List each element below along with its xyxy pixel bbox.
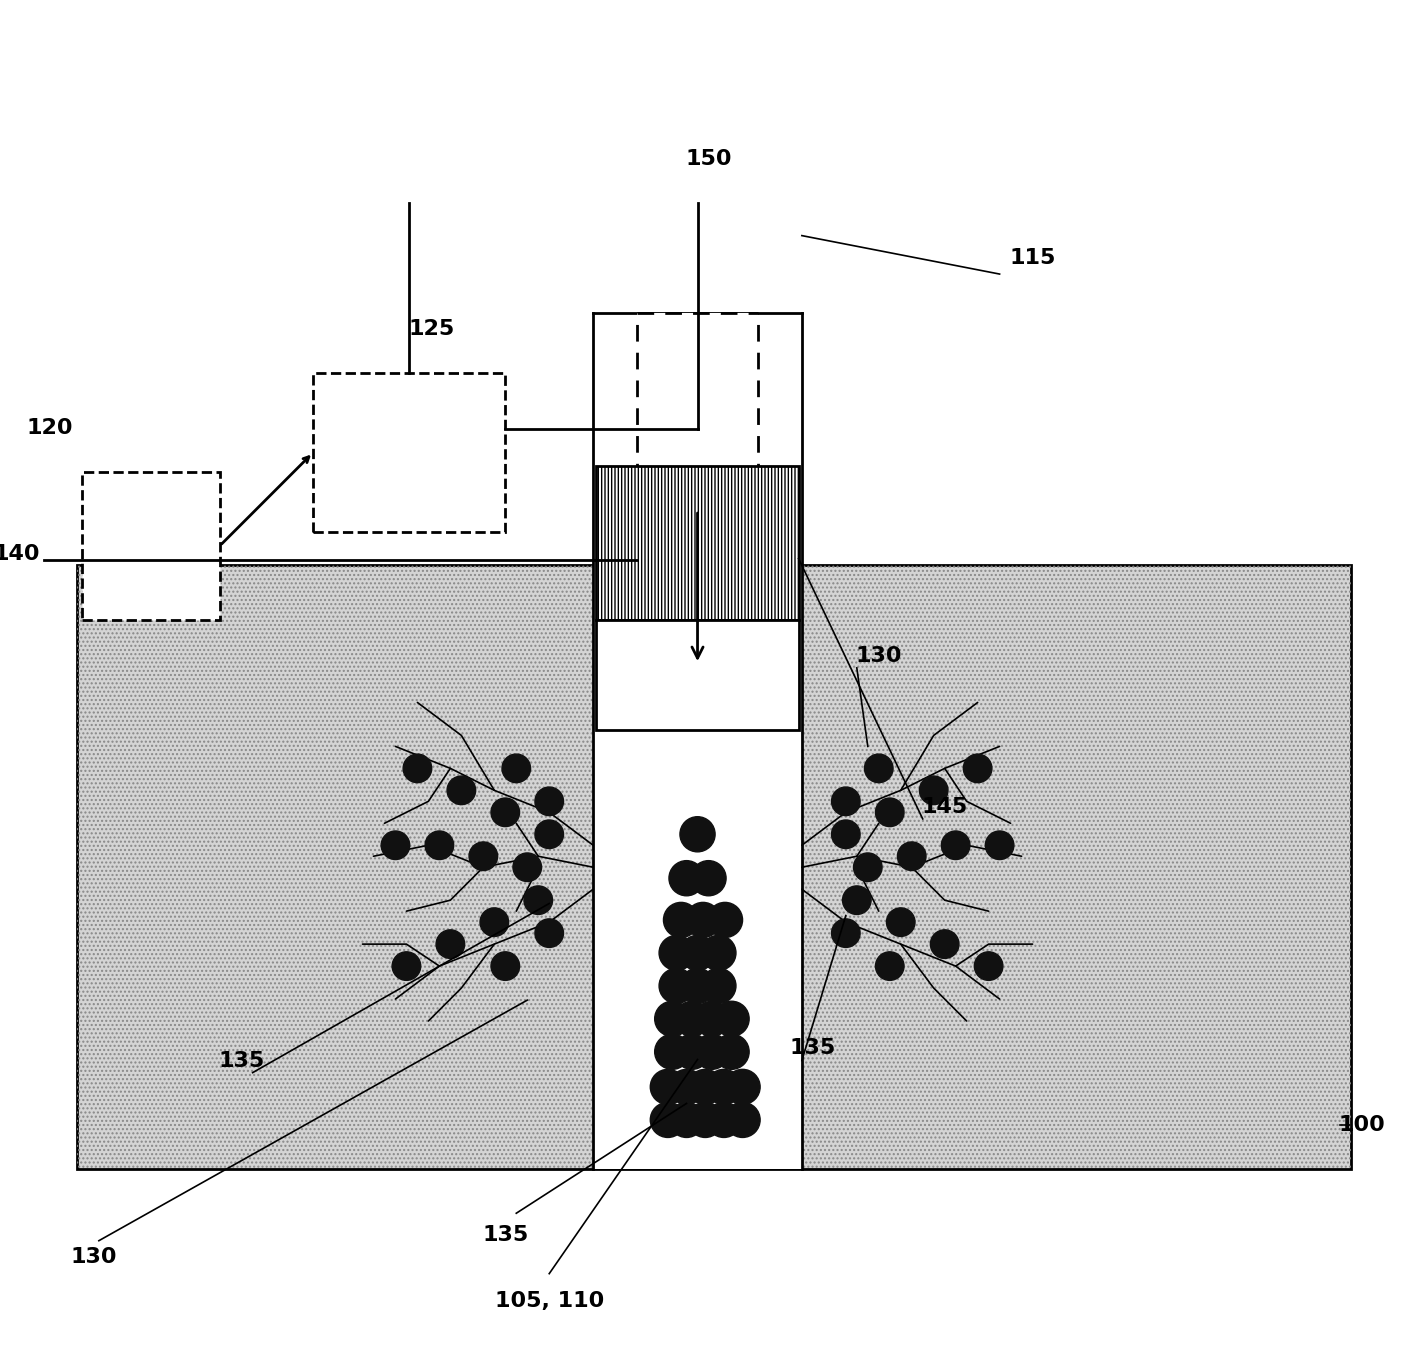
Circle shape <box>664 902 698 937</box>
Text: 135: 135 <box>790 1038 835 1058</box>
Circle shape <box>393 952 421 980</box>
Text: 130: 130 <box>70 1247 117 1268</box>
Circle shape <box>536 819 564 849</box>
Circle shape <box>468 842 497 871</box>
Circle shape <box>668 861 704 896</box>
Circle shape <box>668 1069 704 1104</box>
Circle shape <box>688 1069 723 1104</box>
Circle shape <box>536 919 564 948</box>
Circle shape <box>707 1103 741 1138</box>
Bar <box>593 730 803 1169</box>
Circle shape <box>714 1002 750 1037</box>
Circle shape <box>843 886 871 914</box>
Circle shape <box>426 832 454 860</box>
Circle shape <box>447 776 476 805</box>
Circle shape <box>654 1034 690 1069</box>
Circle shape <box>864 755 892 783</box>
Circle shape <box>725 1069 760 1104</box>
Circle shape <box>680 968 715 1003</box>
Circle shape <box>831 787 860 815</box>
Circle shape <box>654 1002 690 1037</box>
Circle shape <box>725 1103 760 1138</box>
Bar <box>83 471 220 620</box>
Circle shape <box>694 1002 730 1037</box>
Bar <box>77 566 1351 1169</box>
Text: 100: 100 <box>1338 1115 1385 1135</box>
Bar <box>597 620 798 730</box>
Circle shape <box>660 936 694 971</box>
Circle shape <box>931 930 960 958</box>
Circle shape <box>964 755 992 783</box>
Circle shape <box>831 819 860 849</box>
Circle shape <box>491 798 520 826</box>
Circle shape <box>941 832 970 860</box>
Circle shape <box>707 1069 741 1104</box>
Circle shape <box>691 861 725 896</box>
Circle shape <box>831 919 860 948</box>
Circle shape <box>491 952 520 980</box>
Circle shape <box>536 787 564 815</box>
Bar <box>593 312 803 1169</box>
Circle shape <box>680 936 715 971</box>
Text: 120: 120 <box>26 418 73 437</box>
Circle shape <box>714 1034 750 1069</box>
Circle shape <box>707 902 743 937</box>
Circle shape <box>685 902 721 937</box>
Bar <box>637 312 758 730</box>
Text: 105, 110: 105, 110 <box>494 1291 604 1311</box>
Text: 135: 135 <box>483 1226 528 1245</box>
Circle shape <box>701 968 735 1003</box>
Circle shape <box>694 1034 730 1069</box>
Circle shape <box>920 776 948 805</box>
Circle shape <box>660 968 694 1003</box>
Text: 115: 115 <box>1010 247 1055 267</box>
Text: 125: 125 <box>408 319 454 339</box>
Circle shape <box>674 1034 710 1069</box>
Circle shape <box>650 1069 685 1104</box>
Circle shape <box>503 755 531 783</box>
Text: 135: 135 <box>218 1050 264 1071</box>
Circle shape <box>854 853 883 882</box>
Circle shape <box>403 755 431 783</box>
Circle shape <box>875 798 904 826</box>
Bar <box>313 373 506 532</box>
Circle shape <box>524 886 553 914</box>
Text: 145: 145 <box>921 796 968 817</box>
Circle shape <box>513 853 541 882</box>
Circle shape <box>688 1103 723 1138</box>
Circle shape <box>650 1103 685 1138</box>
Circle shape <box>887 907 915 937</box>
Circle shape <box>680 817 715 852</box>
Bar <box>77 566 1351 1169</box>
Circle shape <box>701 936 735 971</box>
Circle shape <box>668 1103 704 1138</box>
Circle shape <box>974 952 1002 980</box>
Bar <box>597 466 798 620</box>
Circle shape <box>674 1002 710 1037</box>
Text: 130: 130 <box>855 645 902 666</box>
Circle shape <box>985 832 1014 860</box>
Text: 140: 140 <box>0 544 40 564</box>
Circle shape <box>480 907 508 937</box>
Circle shape <box>897 842 925 871</box>
Circle shape <box>436 930 464 958</box>
Text: 150: 150 <box>685 148 731 169</box>
Circle shape <box>875 952 904 980</box>
Circle shape <box>381 832 410 860</box>
